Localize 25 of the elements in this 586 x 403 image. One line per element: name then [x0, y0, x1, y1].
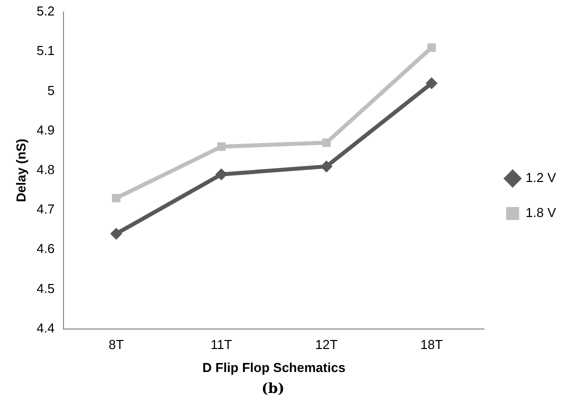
y-axis-title: Delay (nS) [13, 138, 28, 202]
y-tick-label: 5 [47, 82, 55, 98]
y-tick-label: 4.8 [36, 162, 55, 177]
point [427, 43, 436, 52]
point [215, 168, 228, 180]
text: (b) [261, 381, 285, 397]
x-tick-label: 12T [315, 337, 338, 352]
y-tick-label: 4.5 [36, 280, 55, 296]
x-tick-label: 8T [108, 337, 124, 352]
legend-label: 1.8 V [526, 205, 556, 220]
x-axis-title: D Flip Flop Schematics [202, 360, 346, 375]
point [217, 142, 226, 151]
x-tick-label: 11T [210, 337, 232, 352]
point [322, 138, 331, 147]
y-tick-label: 4.7 [36, 202, 55, 217]
y-tick-label: 5.1 [36, 43, 55, 58]
legend-label: 1.2 V [526, 170, 556, 186]
y-tick-label: 4.4 [36, 320, 55, 336]
y-tick-label: 5.2 [36, 4, 55, 19]
x-tick-label: 18T [420, 337, 443, 352]
point [426, 77, 438, 90]
y-tick-label: 4.6 [36, 241, 55, 256]
y-tick-label: 4.9 [36, 122, 55, 138]
point [110, 228, 122, 240]
point [112, 194, 120, 202]
